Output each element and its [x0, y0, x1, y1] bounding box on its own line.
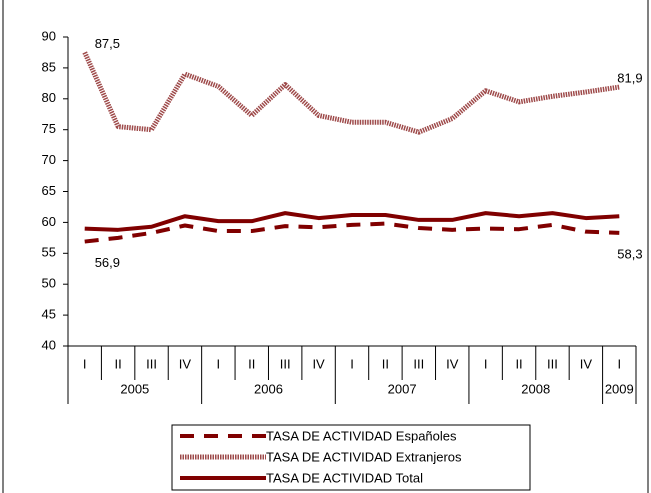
series-line — [82, 51, 620, 135]
y-tick-label: 40 — [42, 337, 56, 352]
y-tick-label: 90 — [42, 28, 56, 43]
x-tick-label: II — [515, 356, 522, 371]
legend-label: TASA DE ACTIVIDAD Extranjeros — [266, 449, 462, 464]
group-label: 2005 — [120, 381, 149, 396]
x-tick-label: I — [217, 356, 221, 371]
x-tick-label: IV — [312, 356, 325, 371]
x-tick-label: IV — [580, 356, 593, 371]
x-tick-label: III — [547, 356, 558, 371]
y-tick-label: 70 — [42, 152, 56, 167]
data-label: 58,3 — [617, 246, 642, 261]
y-tick-label: 65 — [42, 183, 56, 198]
x-tick-label: I — [350, 356, 354, 371]
series-line — [84, 221, 620, 244]
data-label: 87,5 — [95, 36, 120, 51]
x-tick-label: II — [382, 356, 389, 371]
y-tick-label: 55 — [42, 245, 56, 260]
x-tick-label: I — [83, 356, 87, 371]
data-label: 56,9 — [95, 255, 120, 270]
x-tick-label: III — [146, 356, 157, 371]
x-tick-label: III — [280, 356, 291, 371]
y-tick-label: 75 — [42, 121, 56, 136]
y-tick-label: 45 — [42, 307, 56, 322]
x-tick-label: IV — [179, 356, 192, 371]
y-tick-label: 85 — [42, 59, 56, 74]
legend-label: TASA DE ACTIVIDAD Españoles — [266, 428, 457, 443]
group-label: 2009 — [605, 381, 634, 396]
data-label: 81,9 — [617, 70, 642, 85]
legend-label: TASA DE ACTIVIDAD Total — [266, 470, 423, 485]
x-tick-label: I — [617, 356, 621, 371]
y-tick-label: 80 — [42, 90, 56, 105]
series-line — [84, 211, 620, 232]
group-label: 2007 — [388, 381, 417, 396]
y-tick-label: 60 — [42, 214, 56, 229]
group-label: 2008 — [521, 381, 550, 396]
y-tick-label: 50 — [42, 276, 56, 291]
x-tick-label: III — [413, 356, 424, 371]
group-label: 2006 — [254, 381, 283, 396]
x-tick-label: II — [248, 356, 255, 371]
x-tick-label: IV — [446, 356, 459, 371]
x-tick-label: I — [484, 356, 488, 371]
x-tick-label: II — [115, 356, 122, 371]
